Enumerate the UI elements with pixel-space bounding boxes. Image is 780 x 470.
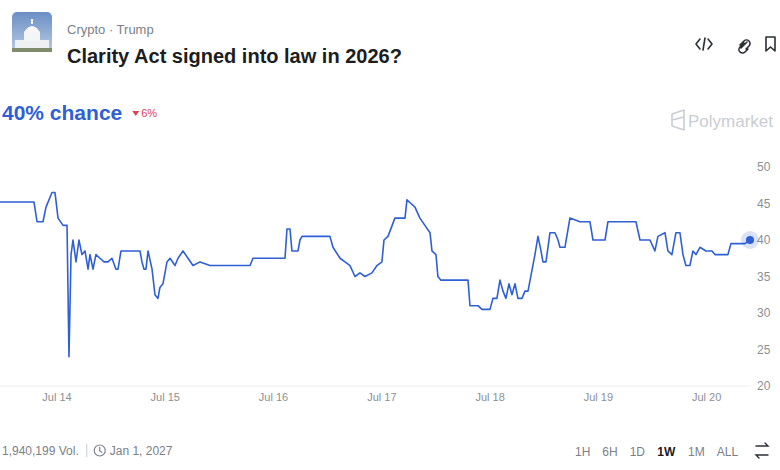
x-tick-label: Jul 16	[259, 391, 288, 403]
end-date: Jan 1, 2027	[110, 444, 173, 458]
action-icons	[696, 37, 775, 53]
y-tick-label: 30	[757, 306, 771, 320]
chance: 40% chance	[2, 101, 122, 124]
y-tick-label: 45	[757, 197, 771, 211]
divider	[86, 444, 87, 457]
bookmark-icon[interactable]	[766, 37, 775, 51]
watermark: Polymarket	[672, 110, 773, 131]
icon-spire	[31, 19, 33, 24]
link-icon[interactable]	[739, 40, 750, 53]
y-tick-label: 25	[757, 343, 771, 357]
x-axis-line	[0, 386, 750, 387]
page: Crypto · Trump Clarity Act signed into la…	[0, 0, 780, 470]
icon-bg	[12, 12, 52, 52]
icon-dome	[24, 26, 40, 32]
y-tick-label: 50	[757, 160, 771, 174]
watermark-logo	[672, 110, 684, 130]
plot-area	[0, 193, 750, 357]
embed-icon[interactable]	[696, 39, 700, 49]
market-icon	[12, 12, 52, 52]
y-tick-label: 20	[757, 379, 771, 393]
icon-drum	[24, 32, 40, 41]
x-tick-label: Jul 20	[692, 391, 721, 403]
x-tick-label: Jul 15	[151, 391, 180, 403]
timeframe-button[interactable]: 6H	[602, 445, 617, 459]
volume: 1,940,199 Vol.	[2, 444, 79, 458]
x-tick-label: Jul 19	[584, 391, 613, 403]
icon-ground	[12, 48, 52, 52]
y-tick-label: 35	[757, 270, 771, 284]
timeframe-button[interactable]: 1H	[575, 445, 590, 459]
y-tick-label: 40	[757, 233, 771, 247]
end-point	[746, 236, 754, 244]
category: Crypto · Trump	[67, 22, 154, 37]
x-tick-label: Jul 14	[42, 391, 71, 403]
embed-icon[interactable]	[703, 38, 705, 50]
x-tick-label: Jul 17	[367, 391, 396, 403]
change-arrow	[132, 111, 139, 116]
change: 6%	[141, 107, 157, 119]
timeframe-button[interactable]: 1D	[630, 445, 646, 459]
embed-icon[interactable]	[708, 39, 712, 49]
clock-icon	[94, 445, 105, 456]
timeframe-button[interactable]: ALL	[717, 445, 739, 459]
watermark-text: Polymarket	[688, 112, 773, 131]
timeframe-button[interactable]: 1W	[657, 445, 676, 459]
price-line	[0, 193, 750, 357]
x-tick-label: Jul 18	[475, 391, 504, 403]
clock-icon	[100, 447, 103, 453]
icon-building	[15, 40, 49, 49]
settings-icon	[756, 443, 768, 458]
title: Clarity Act signed into law in 2026?	[67, 45, 402, 67]
timeframe-button[interactable]: 1M	[688, 445, 705, 459]
settings-icon[interactable]	[756, 443, 768, 458]
end-halo	[741, 231, 759, 249]
